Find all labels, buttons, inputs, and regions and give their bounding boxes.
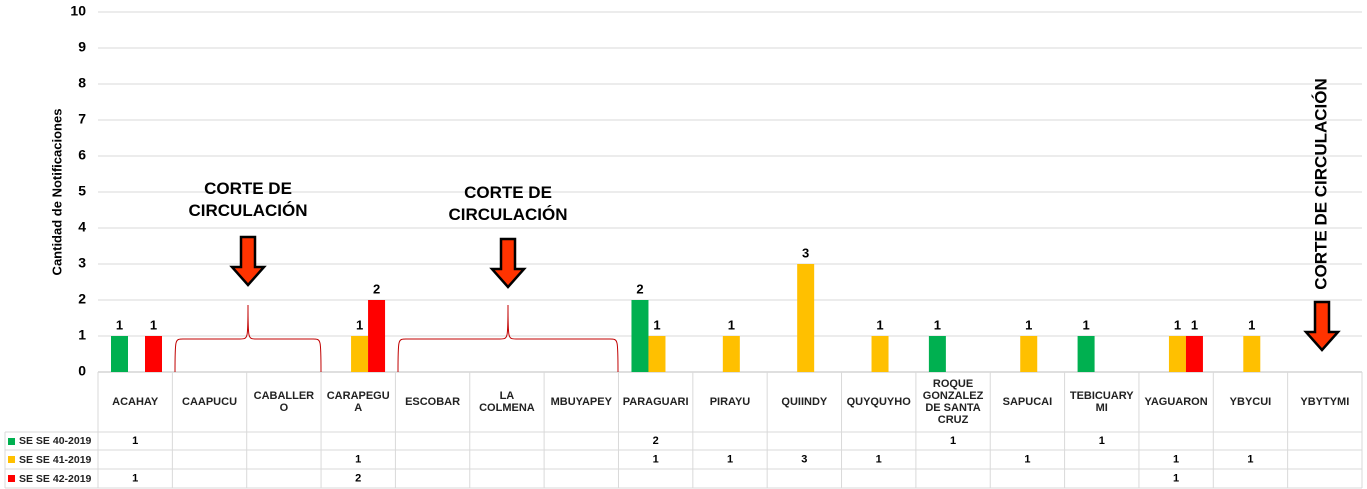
data-label: 1: [653, 317, 660, 332]
table-value: 1: [1099, 435, 1105, 447]
table-value: 2: [355, 472, 361, 484]
category-label: PIRAYU: [709, 396, 751, 408]
category-label: QUIINDY: [781, 396, 828, 408]
y-tick-label: 2: [78, 291, 86, 307]
category-label: TEBICUARY MI: [1069, 390, 1134, 414]
y-tick-label: 4: [78, 219, 86, 235]
legend-key: [8, 456, 15, 463]
data-label: 1: [1191, 317, 1198, 332]
data-label: 2: [636, 281, 643, 296]
annotation: CORTE DE CIRCULACIÓN: [448, 183, 568, 224]
legend-label: SE SE 40-2019: [19, 435, 92, 447]
category-label: MBUYAPEY: [550, 396, 612, 408]
category-label: YBYCUI: [1229, 396, 1272, 408]
data-label: 1: [150, 317, 157, 332]
y-axis-label: Cantidad de Notificaciones: [49, 109, 64, 276]
bar: [928, 336, 946, 372]
data-label: 1: [356, 317, 363, 332]
arrow: [229, 235, 267, 287]
legend-key: [8, 475, 15, 482]
legend-entry: SE SE 41-2019: [8, 450, 91, 469]
annotation: CORTE DE CIRCULACIÓN: [1311, 78, 1330, 290]
table-value: 1: [950, 435, 956, 447]
category-label: CABALLERO: [253, 390, 315, 414]
data-label: 1: [1082, 317, 1089, 332]
arrow: [1303, 300, 1341, 352]
arrow: [489, 237, 527, 289]
table-value: 1: [653, 453, 659, 465]
bar: [1185, 336, 1203, 372]
brace: [174, 304, 322, 373]
bar: [1168, 336, 1186, 372]
data-label: 1: [1025, 317, 1032, 332]
y-tick-label: 10: [70, 3, 86, 19]
data-label: 2: [373, 281, 380, 296]
category-label: SAPUCAI: [1002, 396, 1053, 408]
table-value: 1: [132, 435, 138, 447]
data-label: 1: [116, 317, 123, 332]
table-value: 3: [801, 453, 807, 465]
bar: [871, 336, 889, 372]
legend-label: SE SE 41-2019: [19, 453, 92, 466]
data-label: 1: [728, 317, 735, 332]
data-label: 1: [1174, 317, 1181, 332]
y-tick-label: 1: [78, 327, 86, 343]
data-label: 3: [802, 245, 809, 260]
category-label: CARAPEGUA: [326, 390, 390, 414]
table-value: 1: [727, 453, 733, 465]
y-tick-label: 9: [78, 39, 86, 55]
y-tick-label: 3: [78, 255, 86, 271]
legend-label: SE SE 42-2019: [19, 472, 92, 485]
data-label: 1: [934, 317, 941, 332]
y-tick-label: 8: [78, 75, 86, 91]
y-tick-label: 0: [78, 363, 86, 379]
category-label: PARAGUARI: [622, 396, 689, 408]
bar: [1077, 336, 1095, 372]
bar: [145, 336, 162, 372]
bar: [368, 300, 386, 372]
bar: [111, 336, 128, 372]
y-tick-label: 6: [78, 147, 86, 163]
bar: [351, 336, 369, 372]
legend-entry: SE SE 42-2019: [8, 469, 91, 488]
brace: [397, 304, 619, 373]
table-value: 1: [355, 453, 361, 465]
category-label: CAAPUCU: [182, 396, 238, 408]
data-label: 1: [1248, 317, 1255, 332]
category-label: YBYTYMI: [1300, 396, 1350, 408]
table-value: 1: [1024, 453, 1030, 465]
category-label: LA COLMENA: [479, 390, 535, 414]
table-value: 1: [1247, 453, 1253, 465]
category-label: YAGUARON: [1144, 396, 1208, 408]
table-value: 1: [1173, 472, 1179, 484]
table-value: 1: [1173, 453, 1179, 465]
table-value: 2: [653, 435, 659, 447]
y-tick-label: 5: [78, 183, 86, 199]
y-tick-label: 7: [78, 111, 86, 127]
bar: [631, 300, 649, 372]
bar: [648, 336, 666, 372]
category-label: ROQUE GONZALEZ DE SANTA CRUZ: [922, 378, 984, 426]
legend-key: [8, 437, 15, 445]
table-value: 1: [132, 472, 138, 484]
annotation: CORTE DE CIRCULACIÓN: [188, 179, 308, 220]
bar: [1243, 336, 1261, 372]
category-label: QUYQUYHO: [846, 396, 911, 408]
category-label: ACAHAY: [112, 396, 159, 408]
table-value: 1: [876, 453, 882, 465]
bar: [1020, 336, 1038, 372]
bar: [722, 336, 740, 372]
category-label: ESCOBAR: [405, 396, 461, 408]
data-label: 1: [876, 317, 883, 332]
bar: [797, 264, 815, 372]
legend-entry: SE SE 40-2019: [8, 432, 91, 450]
